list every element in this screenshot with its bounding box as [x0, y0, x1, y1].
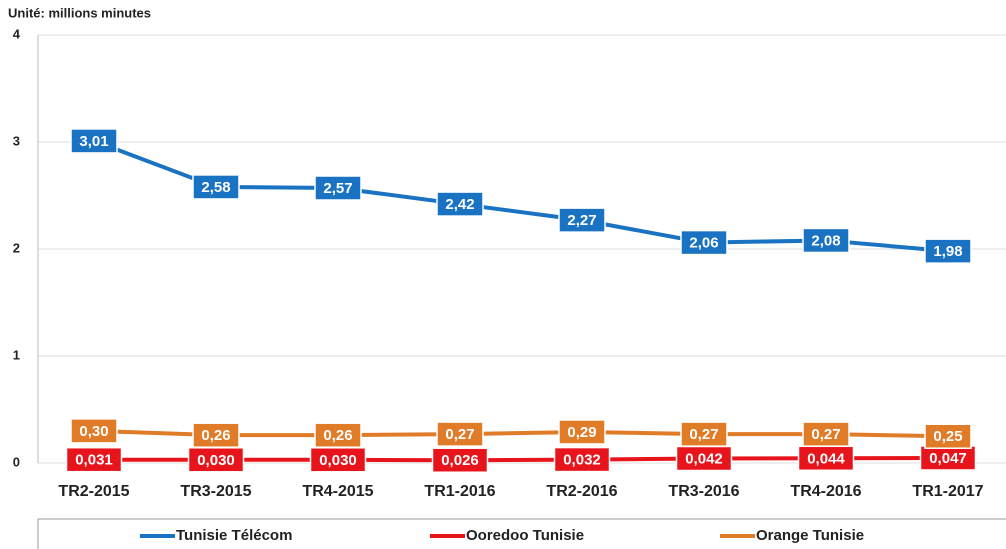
value-label-box — [797, 445, 855, 472]
value-label-box — [558, 207, 606, 233]
y-tick-label: 2 — [13, 240, 20, 255]
value-label-box — [924, 423, 972, 449]
y-unit-label: Unité: millions minutes — [8, 5, 151, 20]
value-label-box — [675, 445, 733, 472]
x-tick-label: TR4-2016 — [790, 483, 861, 500]
value-label: 0,27 — [811, 426, 840, 443]
value-label: 0,044 — [807, 450, 845, 467]
value-label: 0,30 — [79, 423, 108, 440]
value-label: 0,26 — [323, 427, 352, 444]
value-label: 0,030 — [319, 452, 357, 469]
value-label: 3,01 — [79, 133, 108, 150]
y-tick-label: 4 — [13, 26, 21, 41]
value-label-box — [802, 227, 850, 254]
value-label-box — [431, 447, 489, 473]
value-label-box — [680, 421, 728, 447]
legend-label: Tunisie Télécom — [176, 527, 292, 544]
value-label: 0,026 — [441, 452, 479, 469]
y-tick-label: 3 — [13, 133, 20, 148]
x-tick-label: TR3-2015 — [180, 483, 251, 500]
value-label: 0,26 — [201, 427, 230, 444]
value-label-box — [187, 447, 245, 473]
value-label-box — [192, 422, 240, 448]
value-label-box — [70, 128, 118, 154]
value-label-box — [314, 175, 362, 201]
value-label: 0,032 — [563, 452, 601, 469]
value-label: 0,29 — [567, 424, 596, 441]
value-label: 2,58 — [201, 179, 230, 196]
value-label: 0,27 — [445, 426, 474, 443]
value-label-box — [680, 229, 728, 256]
x-tick-label: TR2-2016 — [546, 483, 617, 500]
value-label-box — [192, 174, 240, 200]
value-label-box — [436, 421, 484, 447]
legend-label: Orange Tunisie — [756, 527, 864, 544]
value-label: 0,030 — [197, 452, 235, 469]
legend-box — [37, 518, 1006, 549]
value-label: 0,042 — [685, 450, 723, 467]
value-label-box — [802, 421, 850, 447]
value-label: 2,08 — [811, 232, 840, 249]
x-tick-label: TR3-2016 — [668, 483, 739, 500]
value-label: 1,98 — [933, 243, 962, 260]
value-label-box — [553, 446, 611, 473]
x-tick-label: TR2-2015 — [58, 483, 129, 500]
value-label-box — [924, 238, 972, 264]
x-tick-label: TR4-2015 — [302, 483, 373, 500]
x-tick-label: TR1-2017 — [912, 483, 983, 500]
x-tick-label: TR1-2016 — [424, 483, 495, 500]
value-label: 0,27 — [689, 426, 718, 443]
value-label: 2,06 — [689, 235, 718, 252]
y-tick-label: 0 — [13, 454, 20, 469]
value-label-box — [919, 445, 977, 471]
value-label-box — [309, 447, 367, 473]
value-label: 0,25 — [933, 428, 962, 445]
value-label-box — [558, 419, 606, 445]
y-tick-label: 1 — [13, 347, 20, 362]
value-label: 2,57 — [323, 180, 352, 197]
value-label: 2,42 — [445, 196, 474, 213]
value-label-box — [314, 422, 362, 448]
value-label: 2,27 — [567, 212, 596, 229]
value-label: 0,031 — [75, 452, 113, 469]
legend-label: Ooredoo Tunisie — [466, 527, 584, 544]
value-label-box — [436, 191, 484, 217]
value-label-box — [65, 446, 123, 473]
value-label: 0,047 — [929, 450, 967, 467]
value-label-box — [70, 418, 118, 444]
